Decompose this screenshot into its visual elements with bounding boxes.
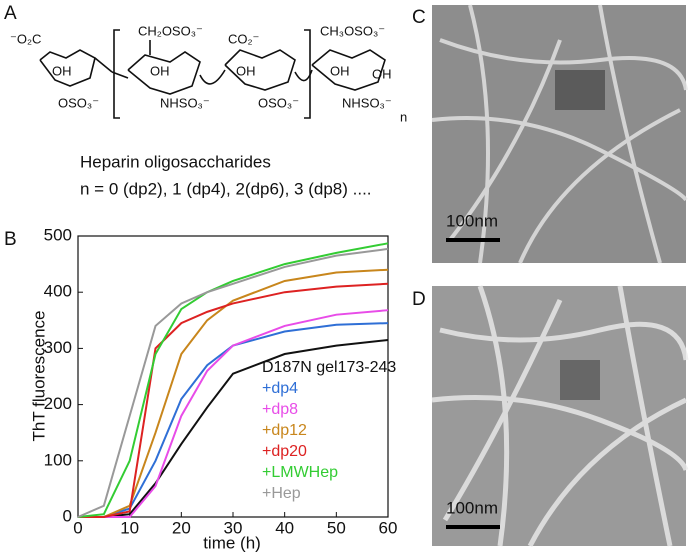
chem-group: OH	[150, 63, 170, 78]
series-line	[77, 242, 389, 518]
caption: Heparin oligosaccharides	[80, 152, 271, 171]
structure-skeleton	[39, 29, 386, 119]
chem-group: ⁻O₂C	[10, 31, 41, 46]
y-axis-label: ThT fluorescence	[29, 310, 48, 441]
y-tick-label: 400	[44, 282, 72, 301]
chem-group: OH	[372, 66, 392, 81]
series-line	[77, 247, 389, 518]
y-tick-label: 0	[63, 506, 72, 525]
legend-entry: +Hep	[262, 485, 301, 502]
x-tick-label: 0	[73, 518, 82, 537]
legend-entry: D187N gel173-243	[262, 359, 396, 376]
plot-frame	[77, 235, 389, 518]
x-tick-label: 30	[224, 518, 243, 537]
chem-group: NHSO₃⁻	[342, 95, 392, 110]
panel-label: A	[4, 3, 17, 24]
legend-entry: +dp8	[262, 401, 298, 418]
chem-group: OH	[330, 63, 350, 78]
chem-group: CH₃OSO₃⁻	[320, 23, 385, 38]
micrograph-d	[431, 285, 689, 548]
chem-group: CO₂⁻	[228, 31, 259, 46]
legend-entry: +LMWHep	[262, 464, 338, 481]
panel-label: B	[4, 229, 17, 250]
chem-group: CH₂OSO₃⁻	[138, 23, 203, 38]
x-tick-label: 50	[327, 518, 346, 537]
scale-bar-label: 100nm	[446, 211, 498, 230]
chem-group: n	[400, 109, 407, 124]
legend-entry: +dp12	[262, 422, 307, 439]
legend-entry: +dp4	[262, 380, 298, 397]
x-axis-label: time (h)	[203, 533, 261, 552]
scale-bar-label: 100nm	[446, 498, 498, 517]
series-line	[78, 338, 389, 518]
y-tick-label: 300	[44, 338, 72, 357]
series-line	[78, 268, 389, 518]
chem-group: NHSO₃⁻	[160, 95, 210, 110]
y-tick-label: 500	[44, 225, 72, 244]
caption: n = 0 (dp2), 1 (dp4), 2(dp6), 3 (dp8) ..…	[80, 179, 372, 198]
x-tick-label: 60	[379, 518, 398, 537]
panel-label: D	[412, 289, 426, 310]
chem-group: OSO₃⁻	[58, 95, 99, 110]
chem-group: OSO₃⁻	[258, 95, 299, 110]
x-tick-label: 40	[275, 518, 294, 537]
series-line	[78, 309, 389, 518]
y-tick-label: 100	[44, 450, 72, 469]
legend-entry: +dp20	[262, 443, 307, 460]
x-tick-label: 10	[120, 518, 139, 537]
series-line	[78, 282, 389, 518]
panel-label: C	[412, 7, 426, 28]
micrograph-c	[431, 4, 688, 264]
y-tick-label: 200	[44, 394, 72, 413]
chem-group: OH	[52, 63, 72, 78]
chem-group: OH	[236, 63, 256, 78]
x-tick-label: 20	[172, 518, 191, 537]
series-line	[78, 322, 389, 518]
